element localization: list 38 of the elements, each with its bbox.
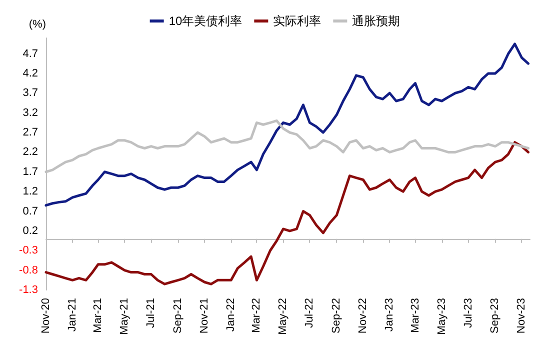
x-tick-label: Jul-21 [145, 298, 158, 328]
line-series [44, 42, 530, 207]
x-tick-label: Jan-22 [225, 298, 238, 332]
x-tick-label: Jul-22 [304, 298, 316, 328]
y-tick-label: 0.7 [22, 205, 38, 218]
x-tick-label: Mar-23 [409, 298, 422, 333]
legend-label: 通胀预期 [352, 14, 400, 28]
x-tick-label: Jan-21 [66, 298, 79, 332]
y-tick-label: 1.2 [22, 186, 38, 198]
x-tick-label: Jul-23 [462, 298, 474, 328]
legend-label: 10年美债利率 [168, 14, 242, 28]
y-tick-label: -0.3 [19, 244, 38, 257]
y-axis-title: (%) [28, 18, 46, 30]
y-tick-label: -0.8 [19, 264, 38, 276]
y-tick-label: 4.7 [22, 48, 38, 60]
y-tick-label: 2.2 [22, 146, 38, 158]
x-tick-label: Nov-20 [40, 298, 52, 334]
y-tick-label: 4.2 [22, 67, 38, 80]
x-tick-label: May-21 [118, 298, 131, 335]
y-tick-label: 1.7 [22, 166, 38, 178]
x-tick-label: Sep-21 [172, 298, 184, 334]
x-tick-label: Sep-22 [330, 298, 343, 334]
legend-label: 实际利率 [273, 14, 322, 28]
x-tick-label: Sep-23 [489, 298, 502, 334]
y-tick-label: 2.7 [22, 126, 38, 138]
x-tick-label: Nov-21 [198, 298, 211, 334]
y-tick-label: 3.7 [22, 87, 38, 100]
x-tick-label: Nov-23 [516, 298, 528, 334]
x-tick-label: May-22 [277, 298, 290, 335]
x-tick-label: Jan-23 [384, 298, 396, 332]
x-tick-label: Mar-22 [250, 298, 263, 333]
x-tick-label: Nov-22 [357, 298, 370, 334]
line-series [44, 141, 530, 286]
x-tick-label: May-23 [436, 298, 448, 335]
y-tick-label: -1.3 [19, 284, 38, 296]
y-tick-label: 0.2 [22, 224, 38, 237]
y-tick-label: 3.2 [22, 106, 38, 119]
x-tick-label: Mar-21 [92, 298, 104, 333]
